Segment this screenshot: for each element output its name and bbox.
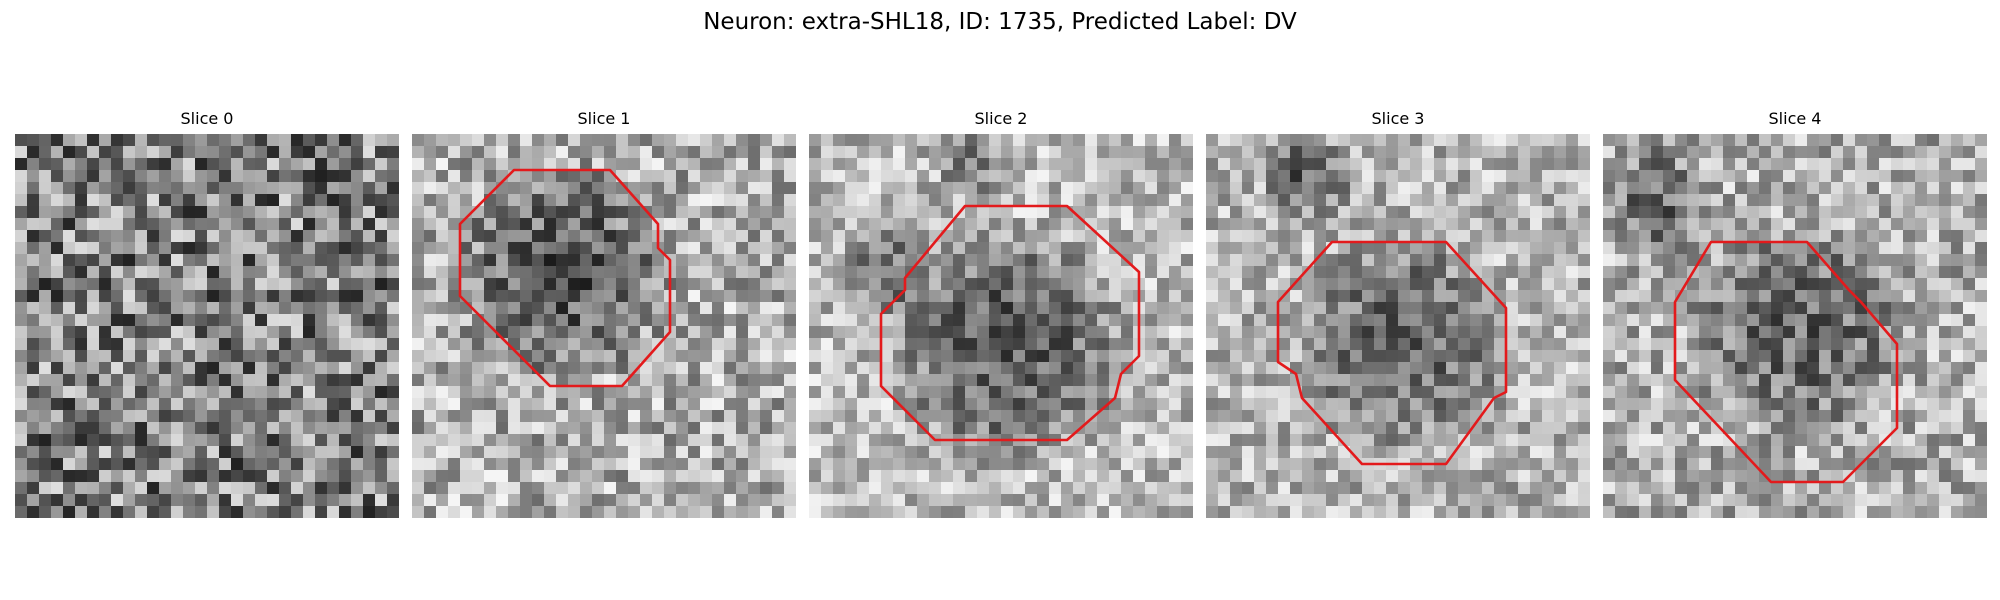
slice-image: [1603, 134, 1987, 518]
slice-image: [1206, 134, 1590, 518]
slice-title: Slice 4: [1768, 109, 1822, 128]
slice-image: [809, 134, 1193, 518]
slice-title: Slice 2: [974, 109, 1028, 128]
slice-title: Slice 3: [1371, 109, 1425, 128]
roi-contour: [1276, 240, 1508, 466]
roi-contour: [879, 204, 1141, 442]
slice-title: Slice 0: [180, 109, 234, 128]
slice-title: Slice 1: [577, 109, 631, 128]
slice-image: [15, 134, 399, 518]
figure-title: Neuron: extra-SHL18, ID: 1735, Predicted…: [703, 9, 1297, 35]
roi-contour: [1673, 240, 1899, 484]
slice-image: [412, 134, 796, 518]
roi-contour: [458, 168, 672, 388]
